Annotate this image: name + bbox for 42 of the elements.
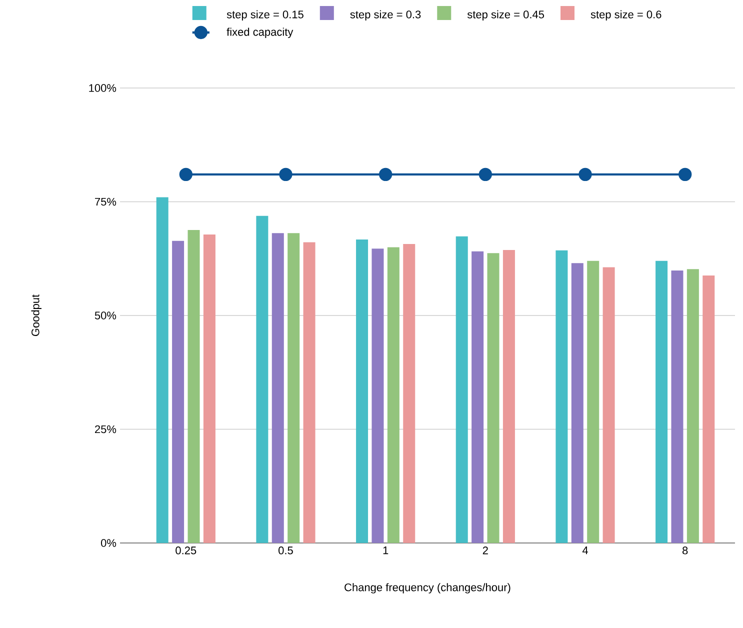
bar bbox=[671, 270, 684, 543]
y-tick-label: 100% bbox=[89, 84, 116, 92]
y-tick-label: 25% bbox=[95, 425, 116, 434]
legend-label: step size = 0.3 bbox=[350, 10, 421, 21]
bar bbox=[656, 260, 668, 543]
y-tick-label: 75% bbox=[95, 198, 116, 206]
x-tick-label: 2 bbox=[482, 546, 488, 554]
bar bbox=[686, 269, 699, 543]
bar bbox=[587, 260, 600, 543]
bar bbox=[203, 234, 216, 543]
bar bbox=[303, 242, 316, 543]
legend-label: step size = 0.6 bbox=[590, 10, 662, 21]
bar bbox=[602, 267, 615, 543]
bar bbox=[372, 248, 384, 543]
bar bbox=[288, 233, 300, 543]
x-tick-label: 4 bbox=[582, 546, 588, 554]
bar bbox=[472, 251, 484, 543]
bar bbox=[156, 197, 168, 543]
legend-label: step size = 0.15 bbox=[226, 10, 304, 21]
bar bbox=[172, 240, 184, 543]
bar bbox=[188, 230, 200, 543]
bar bbox=[487, 253, 500, 543]
bar bbox=[403, 244, 416, 543]
bar bbox=[556, 250, 568, 543]
bar bbox=[256, 216, 268, 543]
bar bbox=[571, 263, 584, 543]
bar bbox=[502, 250, 515, 543]
x-tick-label: 0.25 bbox=[176, 546, 196, 554]
y-tick-label: 0% bbox=[101, 539, 116, 547]
y-tick-label: 50% bbox=[94, 312, 116, 320]
legend-label: fixed capacity bbox=[226, 28, 294, 38]
y-axis-title: Goodput bbox=[31, 294, 42, 336]
x-tick-label: 1 bbox=[383, 546, 388, 554]
x-axis-title: Change frequency (changes/hour) bbox=[344, 583, 510, 594]
legend-label: step size = 0.45 bbox=[467, 10, 544, 21]
bar bbox=[456, 236, 468, 543]
bar bbox=[702, 275, 715, 543]
bar bbox=[272, 233, 284, 543]
x-tick-label: 8 bbox=[682, 546, 688, 554]
bar bbox=[356, 240, 368, 543]
x-tick-label: 0.5 bbox=[278, 546, 293, 554]
bar bbox=[387, 247, 400, 543]
